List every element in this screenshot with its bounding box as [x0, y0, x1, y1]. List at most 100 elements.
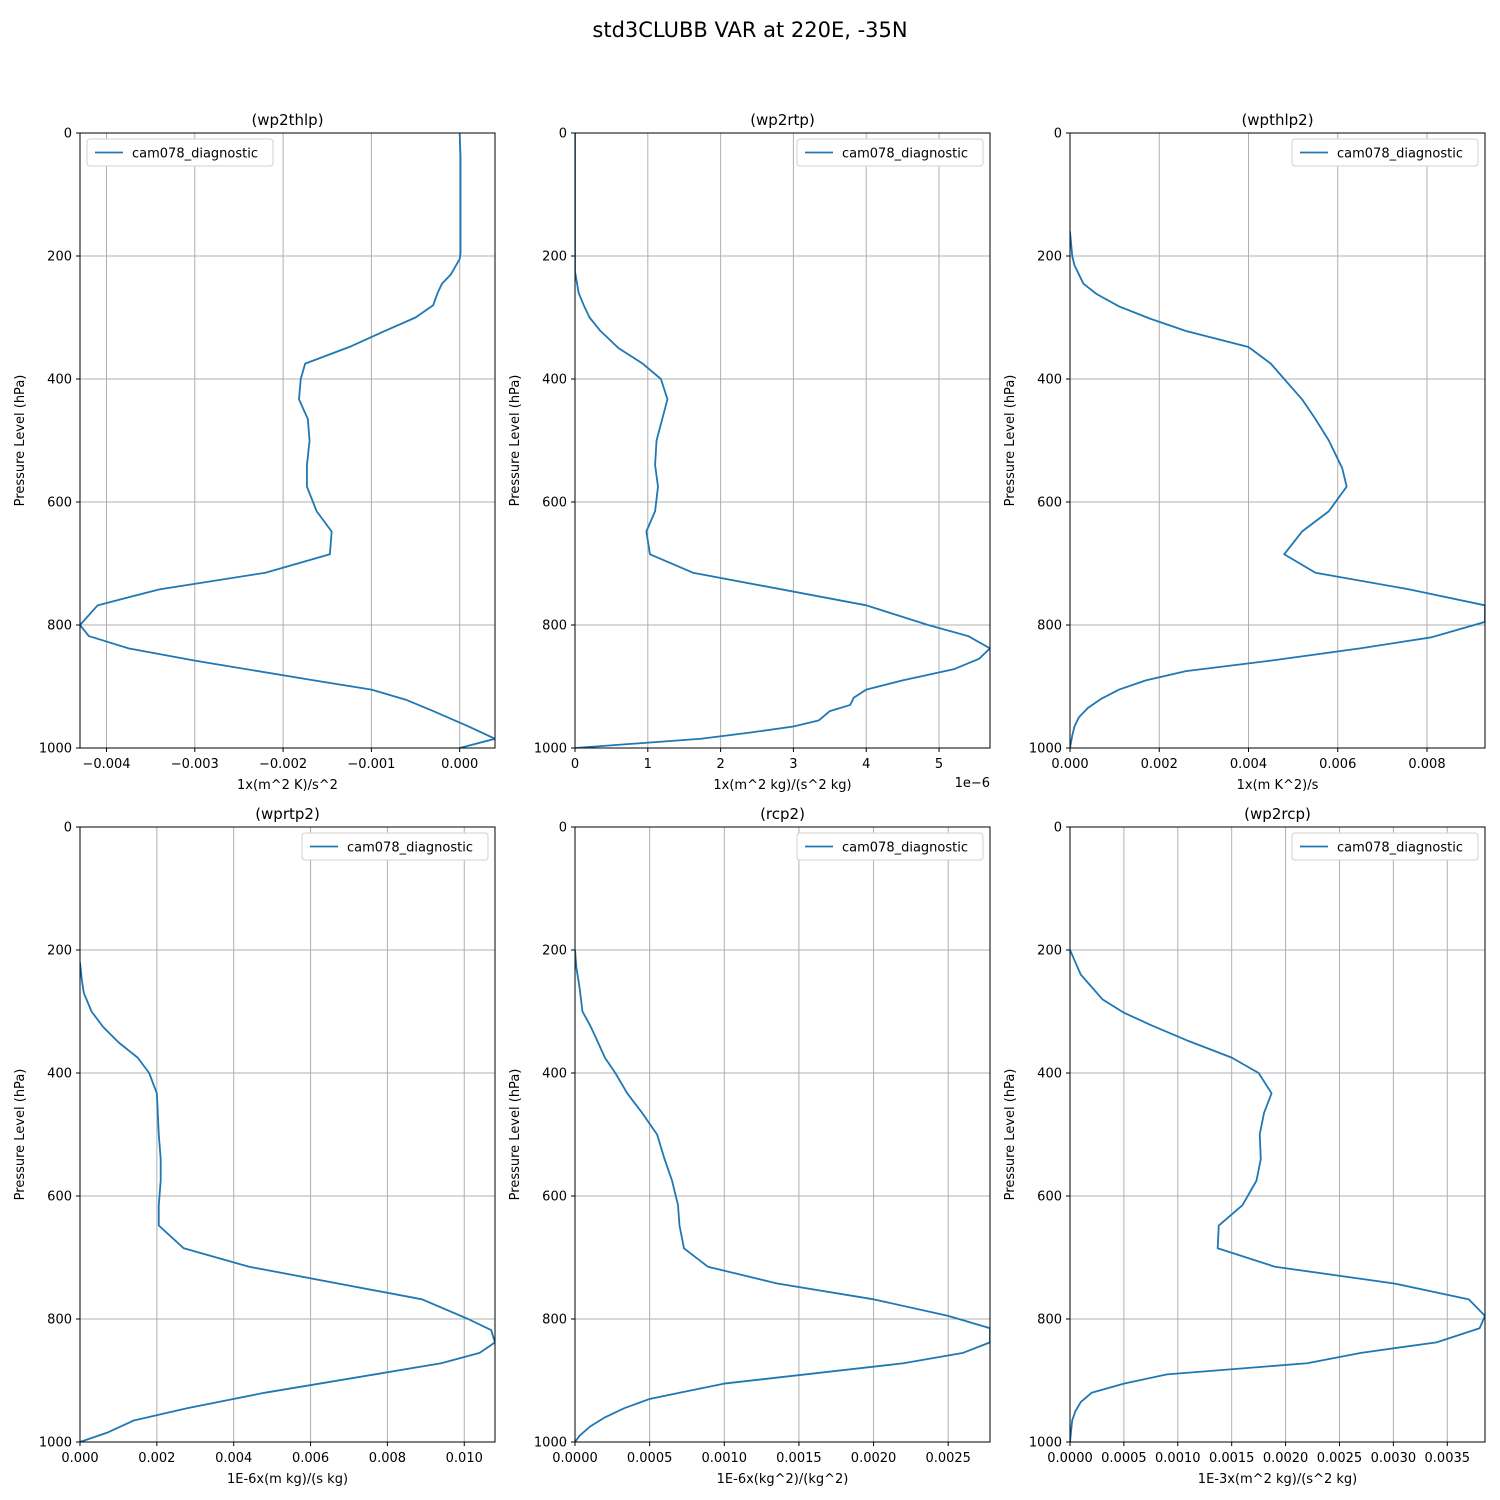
subplot-title: (wpthlp2) [1241, 111, 1313, 129]
legend-box [1291, 138, 1479, 167]
series-line-1 [1070, 949, 1485, 1442]
subplot-4: 0.000 0.002 0.004 0.006 0.008 0.010 0 200 400 600… [13, 805, 496, 1487]
legend: cam078_diagnostic [796, 138, 984, 167]
x-tick-label-5: 5 [935, 757, 943, 772]
x-tick-label-0: 0.000 [61, 1451, 98, 1466]
y-tick-label-3: 600 [542, 1190, 567, 1205]
legend-box [1291, 832, 1479, 861]
subplot-title: (wp2thlp) [251, 111, 323, 129]
x-axis-label: 1E-3x(m^2 kg)/(s^2 kg) [1198, 1472, 1357, 1487]
x-tick-label-1: 0.0005 [627, 1451, 673, 1466]
series-line-1 [575, 133, 990, 748]
legend: cam078_diagnostic [1291, 138, 1479, 167]
y-tick-label-2: 400 [1037, 373, 1062, 388]
y-axis-label: Pressure Level (hPa) [508, 375, 523, 507]
axes-frame [79, 132, 496, 749]
y-tick-label-2: 400 [1037, 1067, 1062, 1082]
x-axis-label: 1x(m K^2)/s [1237, 778, 1319, 793]
x-tick-label-1: 0.002 [138, 1451, 175, 1466]
y-tick-label-2: 400 [47, 373, 72, 388]
y-tick-label-3: 600 [1037, 496, 1062, 511]
axes-frame [1069, 132, 1486, 749]
y-tick-label-1: 200 [542, 944, 567, 959]
grid-lines [80, 132, 495, 749]
legend-label: cam078_diagnostic [842, 147, 968, 162]
y-tick-label-0: 0 [64, 821, 72, 836]
legend-box [796, 832, 984, 861]
y-tick-label-5: 1000 [39, 1436, 72, 1451]
y-axis-label: Pressure Level (hPa) [1003, 1069, 1018, 1201]
x-tick-label-3: 0.006 [292, 1451, 329, 1466]
legend-box [796, 138, 984, 167]
x-tick-label-1: −0.003 [171, 757, 219, 772]
legend-box [301, 832, 489, 861]
y-tick-label-1: 200 [542, 250, 567, 265]
y-axis-label: Pressure Level (hPa) [1003, 375, 1018, 507]
y-axis-label: Pressure Level (hPa) [13, 375, 28, 507]
subplot-1: −0.004 −0.003 −0.002 −0.001 0.000 0 200 400 600 8… [13, 111, 496, 793]
y-tick-label-2: 400 [47, 1067, 72, 1082]
legend-label: cam078_diagnostic [842, 841, 968, 856]
y-tick-label-2: 400 [542, 373, 567, 388]
x-tick-label-2: 0.0010 [1155, 1451, 1201, 1466]
x-tick-label-1: 0.0005 [1101, 1451, 1147, 1466]
y-tick-label-4: 800 [542, 619, 567, 634]
y-tick-label-5: 1000 [39, 742, 72, 757]
subplot-3: 0.000 0.002 0.004 0.006 0.008 0 200 400 600 800 10… [1003, 111, 1486, 793]
grid-lines [1069, 132, 1485, 749]
x-tick-label-3: 0.0015 [1209, 1451, 1255, 1466]
x-axis-label: 1E-6x(kg^2)/(kg^2) [717, 1472, 849, 1487]
x-tick-label-3: 0.006 [1319, 757, 1356, 772]
x-tick-label-5: 0.010 [446, 1451, 483, 1466]
y-tick-label-5: 1000 [1029, 1436, 1062, 1451]
axes-frame [1069, 826, 1486, 1443]
x-tick-label-5: 0.0025 [1317, 1451, 1363, 1466]
x-tick-label-0: 0.000 [1051, 757, 1088, 772]
y-tick-label-1: 200 [1037, 944, 1062, 959]
y-tick-label-4: 800 [1037, 619, 1062, 634]
y-tick-label-0: 0 [1054, 821, 1062, 836]
x-tick-label-3: 3 [789, 757, 797, 772]
series-line-1 [575, 949, 990, 1442]
x-tick-label-1: 0.002 [1141, 757, 1178, 772]
x-tick-label-0: −0.004 [82, 757, 130, 772]
x-axis-label: 1E-6x(m kg)/(s kg) [227, 1472, 348, 1487]
series-line-1 [80, 962, 495, 1442]
x-tick-label-2: 0.004 [1230, 757, 1267, 772]
y-axis-label: Pressure Level (hPa) [13, 1069, 28, 1201]
axes-frame [574, 132, 991, 749]
y-tick-label-3: 600 [1037, 1190, 1062, 1205]
legend-label: cam078_diagnostic [1337, 841, 1463, 856]
subplot-title: (wp2rtp) [750, 111, 815, 129]
x-tick-label-4: 0.0020 [1263, 1451, 1309, 1466]
y-tick-label-4: 800 [542, 1313, 567, 1328]
axes-frame [574, 826, 991, 1443]
y-tick-label-4: 800 [47, 1313, 72, 1328]
subplot-title: (rcp2) [760, 805, 805, 823]
x-tick-label-0: 0 [571, 757, 579, 772]
grid-lines [574, 826, 990, 1443]
x-tick-label-4: 4 [862, 757, 870, 772]
series-line-1 [80, 133, 495, 748]
y-tick-label-1: 200 [1037, 250, 1062, 265]
subplot-5: 0.0000 0.0005 0.0010 0.0015 0.0020 0.0025 0 200… [508, 805, 991, 1487]
y-tick-label-0: 0 [559, 127, 567, 142]
grid-lines [1069, 826, 1485, 1443]
y-tick-label-0: 0 [64, 127, 72, 142]
y-tick-label-4: 800 [1037, 1313, 1062, 1328]
x-tick-label-4: 0.0020 [851, 1451, 897, 1466]
legend: cam078_diagnostic [86, 138, 274, 167]
y-tick-label-1: 200 [47, 944, 72, 959]
y-tick-label-1: 200 [47, 250, 72, 265]
y-axis-label: Pressure Level (hPa) [508, 1069, 523, 1201]
series-line-1 [1070, 231, 1485, 748]
grid-lines [574, 132, 990, 749]
subplot-title: (wprtp2) [255, 805, 320, 823]
legend-box [86, 138, 274, 167]
legend: cam078_diagnostic [1291, 832, 1479, 861]
y-tick-label-4: 800 [47, 619, 72, 634]
x-tick-label-0: 0.0000 [552, 1451, 598, 1466]
legend-label: cam078_diagnostic [347, 841, 473, 856]
x-offset-text: 1e−6 [955, 776, 990, 791]
